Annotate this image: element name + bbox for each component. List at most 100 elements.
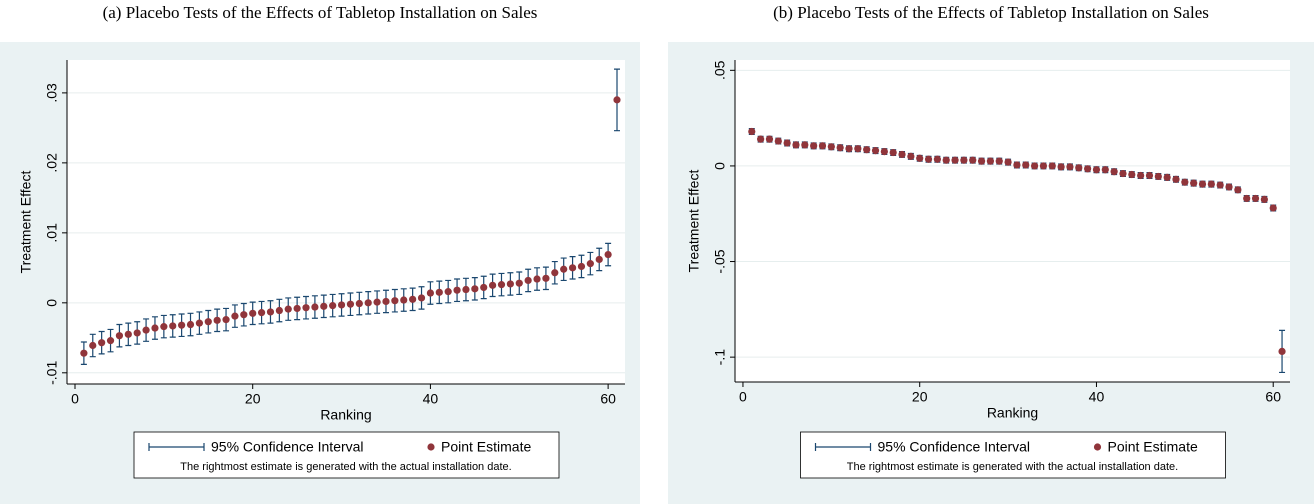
point — [1163, 173, 1171, 182]
point — [186, 320, 195, 329]
point — [1092, 166, 1101, 174]
point — [231, 312, 239, 320]
point — [924, 155, 933, 163]
point — [863, 146, 871, 154]
y-tick-label: .03 — [44, 83, 60, 103]
point — [329, 302, 337, 310]
y-tick-label: .05 — [712, 60, 728, 80]
y-tick-label: .01 — [44, 223, 60, 243]
x-tick-label: 60 — [1265, 389, 1281, 405]
point — [977, 157, 986, 165]
point — [810, 142, 818, 150]
point — [506, 280, 514, 288]
point — [880, 147, 888, 156]
y-tick-label: .02 — [44, 153, 60, 173]
y-tick-label: -.1 — [712, 349, 728, 366]
point — [391, 297, 399, 305]
y-tick-label: 0 — [712, 162, 728, 170]
x-tick-label: 60 — [600, 391, 616, 407]
point — [89, 341, 97, 350]
point — [355, 299, 363, 308]
point — [1004, 158, 1012, 166]
point — [80, 349, 88, 357]
point — [400, 296, 408, 304]
point — [560, 265, 568, 273]
point — [1030, 162, 1039, 170]
point — [240, 311, 248, 319]
point — [986, 157, 995, 165]
point — [757, 135, 765, 143]
y-tick-label: 0 — [44, 299, 60, 307]
point — [382, 297, 390, 306]
point — [533, 275, 541, 283]
point — [373, 298, 381, 306]
point — [568, 264, 577, 272]
x-tick-label: 40 — [423, 391, 439, 407]
point — [489, 281, 497, 289]
point — [284, 305, 292, 313]
chart-title: (b) Placebo Tests of the Effects of Tabl… — [773, 3, 1209, 22]
point — [524, 276, 532, 285]
point — [462, 285, 470, 294]
point — [604, 250, 612, 259]
point — [1207, 180, 1215, 188]
point — [995, 157, 1003, 165]
point — [417, 294, 426, 302]
point — [222, 316, 230, 324]
point — [204, 318, 212, 326]
x-tick-label: 40 — [1089, 389, 1105, 405]
point — [1145, 171, 1154, 180]
point — [551, 269, 559, 277]
point — [1084, 165, 1092, 173]
x-tick-label: 20 — [245, 391, 261, 407]
point — [275, 306, 283, 315]
point — [765, 135, 774, 143]
point — [818, 142, 827, 150]
point — [471, 285, 479, 293]
point — [1013, 161, 1021, 169]
legend-label: 95% Confidence Interval — [211, 439, 364, 455]
point — [1278, 347, 1286, 356]
point — [257, 309, 266, 317]
point — [969, 156, 977, 164]
point — [515, 279, 523, 287]
point — [613, 96, 621, 104]
point — [577, 262, 586, 271]
point — [1225, 183, 1233, 191]
point — [249, 309, 257, 317]
point — [1243, 194, 1251, 203]
point — [1022, 161, 1030, 169]
point — [845, 145, 853, 153]
point — [933, 155, 941, 163]
point — [960, 156, 968, 164]
point — [142, 326, 150, 334]
point — [1181, 178, 1189, 186]
point — [444, 288, 452, 296]
legend-label: 95% Confidence Interval — [878, 439, 1031, 455]
point — [1154, 172, 1162, 181]
x-tick-label: 20 — [912, 389, 928, 405]
legend-note: The rightmost estimate is generated with… — [180, 461, 511, 473]
point — [1066, 163, 1074, 171]
point — [364, 299, 372, 307]
point — [774, 137, 782, 145]
point — [1216, 181, 1224, 189]
point — [124, 330, 132, 338]
y-axis-label: Treatment Effect — [18, 171, 34, 274]
point — [1190, 179, 1198, 187]
point — [586, 260, 594, 268]
point — [854, 145, 862, 153]
point — [346, 300, 355, 308]
point — [827, 143, 835, 151]
legend-label: Point Estimate — [1108, 439, 1198, 455]
point — [311, 303, 319, 311]
legend-ci-swatch — [814, 443, 872, 451]
point — [801, 141, 809, 149]
point — [266, 308, 275, 316]
point — [907, 152, 915, 160]
point — [320, 302, 328, 310]
chart-title: (a) Placebo Tests of the Effects of Tabl… — [103, 3, 538, 22]
point — [195, 319, 203, 327]
legend-point-swatch — [1093, 443, 1102, 451]
point — [889, 148, 897, 157]
